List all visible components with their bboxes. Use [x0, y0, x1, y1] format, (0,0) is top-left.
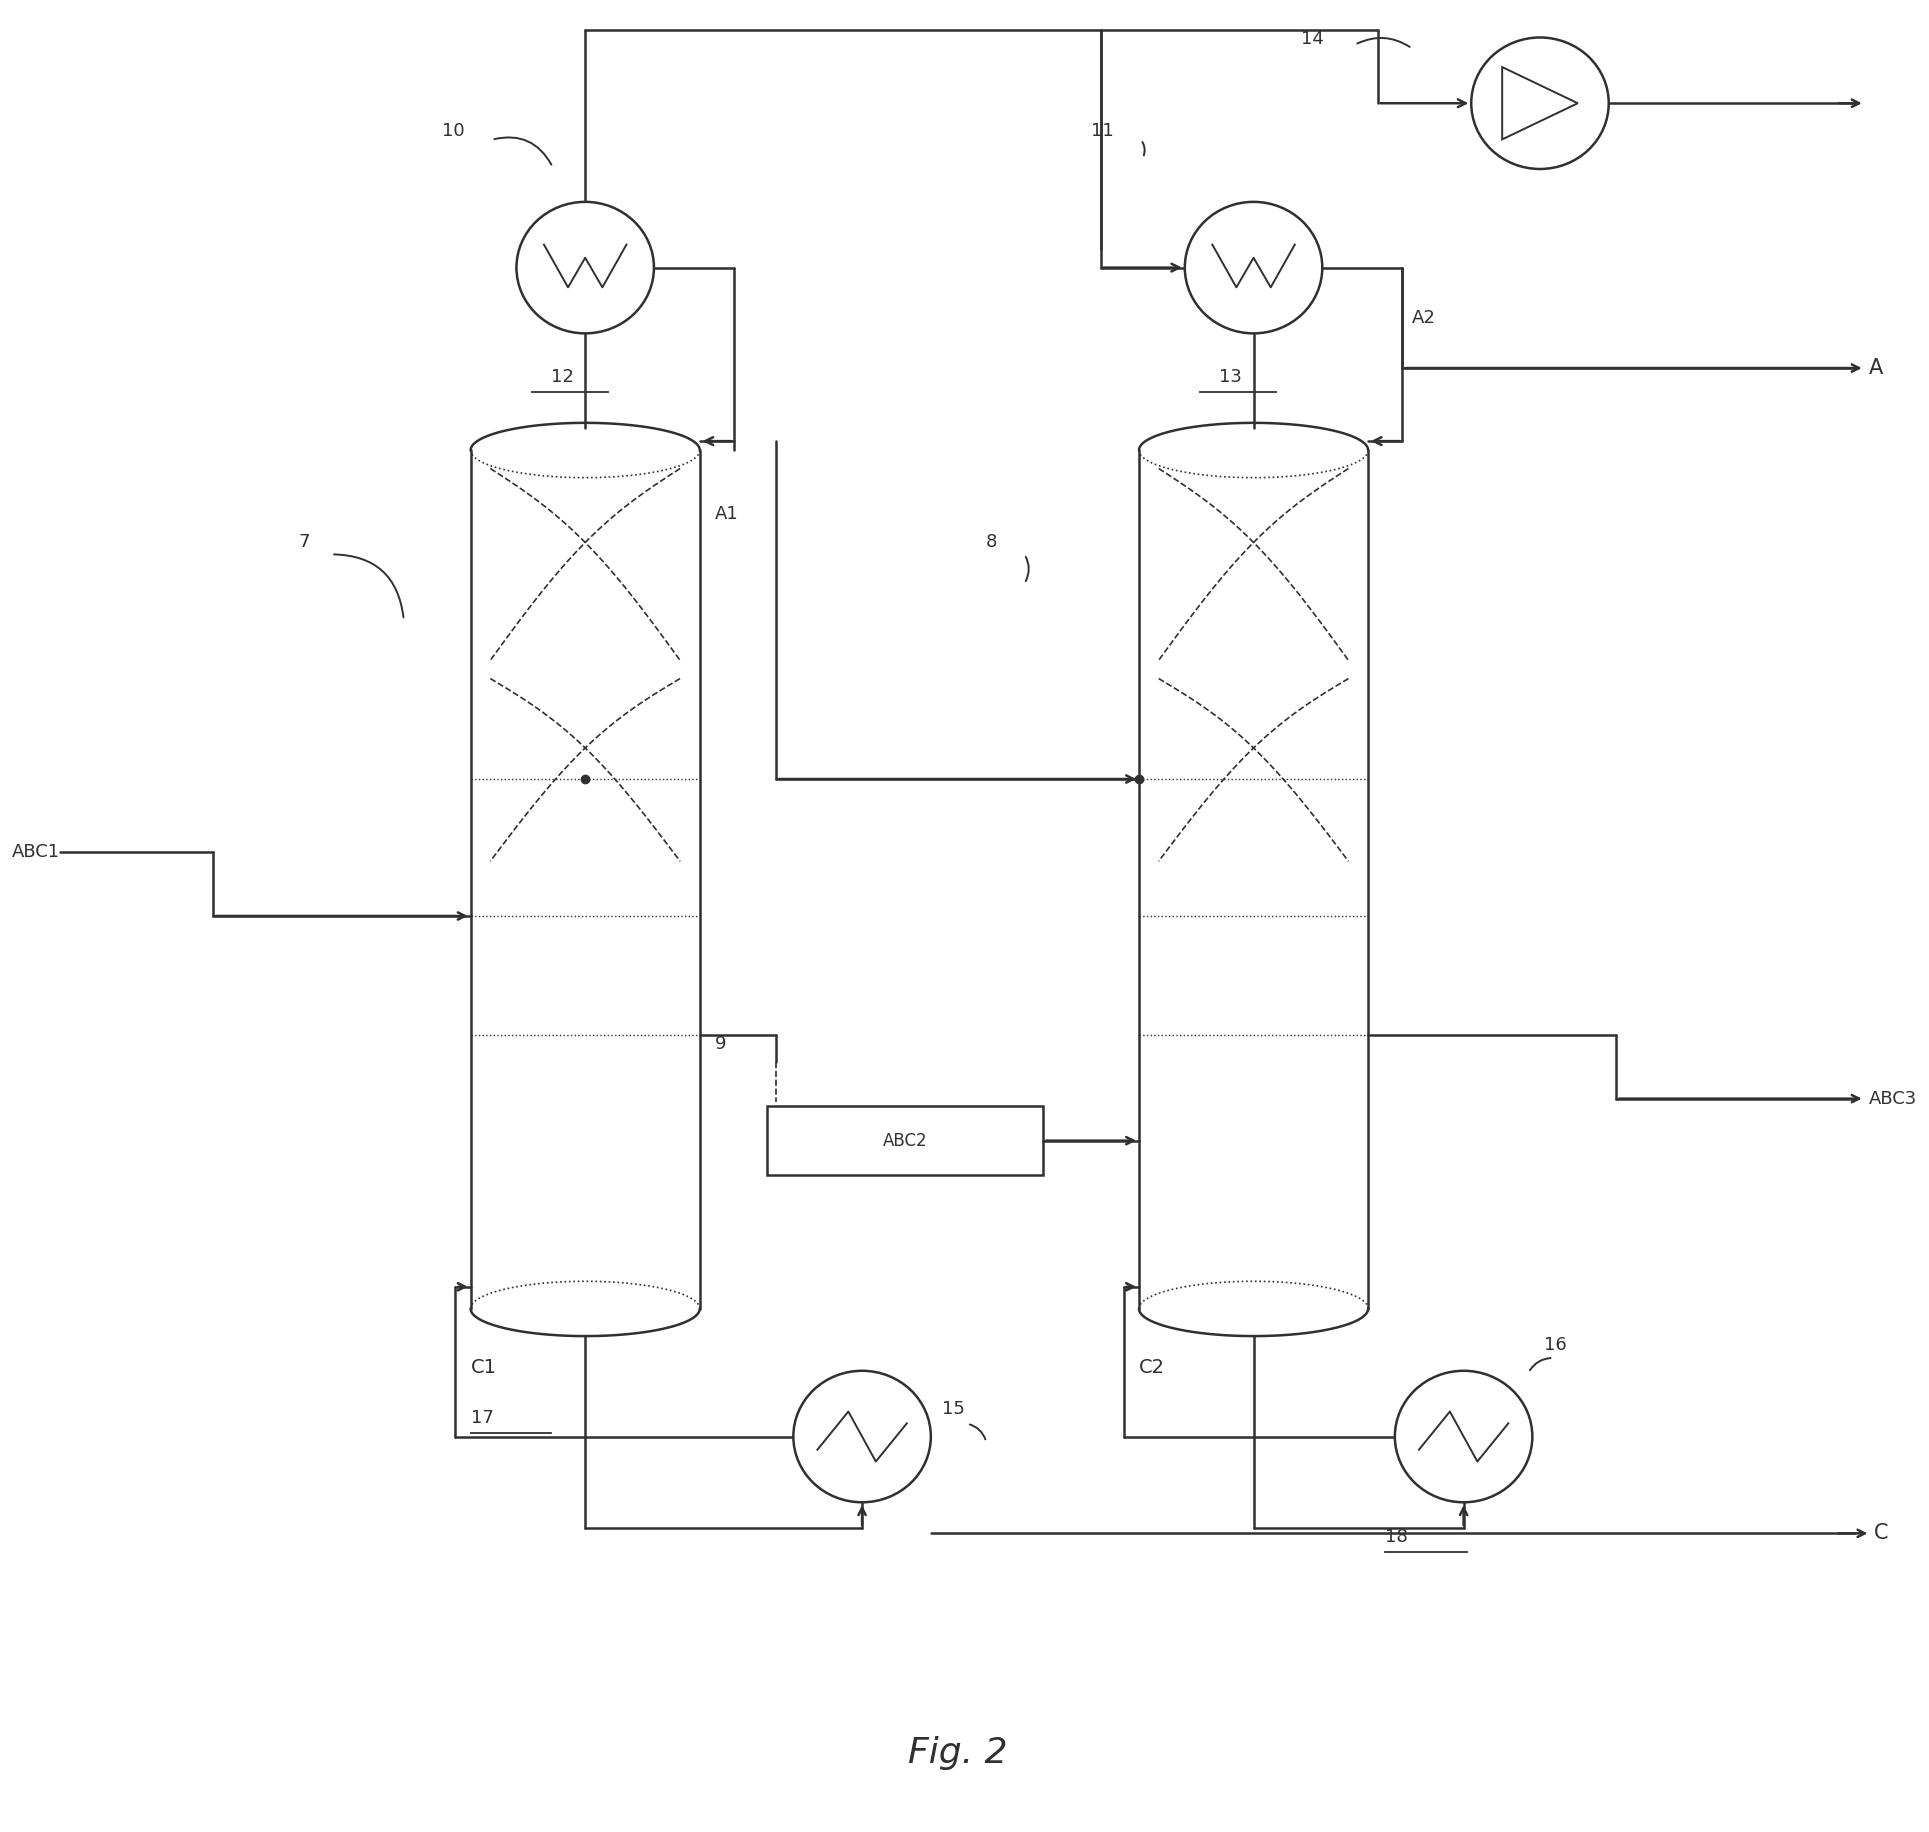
Text: 17: 17 [471, 1409, 494, 1427]
Text: A: A [1869, 357, 1883, 377]
Text: ABC3: ABC3 [1869, 1090, 1917, 1108]
Text: C1: C1 [471, 1358, 496, 1376]
Text: 16: 16 [1543, 1336, 1566, 1354]
Circle shape [1184, 202, 1321, 333]
Text: A2: A2 [1412, 310, 1435, 326]
Text: Fig. 2: Fig. 2 [909, 1735, 1007, 1770]
Circle shape [517, 202, 654, 333]
Circle shape [1472, 37, 1609, 169]
Text: 14: 14 [1302, 31, 1323, 48]
Text: 15: 15 [941, 1400, 964, 1418]
Text: 9: 9 [716, 1035, 727, 1053]
Text: 18: 18 [1385, 1528, 1408, 1546]
Text: A1: A1 [716, 506, 739, 524]
Text: C: C [1875, 1524, 1888, 1543]
Bar [766, 1107, 1044, 1176]
Text: ABC1: ABC1 [12, 843, 60, 861]
Text: 13: 13 [1219, 368, 1242, 387]
Text: 11: 11 [1092, 121, 1113, 139]
Text: 8: 8 [986, 533, 997, 551]
Circle shape [1395, 1370, 1532, 1502]
Text: 10: 10 [442, 121, 465, 139]
Text: C2: C2 [1138, 1358, 1165, 1376]
Circle shape [793, 1370, 932, 1502]
Text: 7: 7 [299, 533, 311, 551]
Text: 12: 12 [552, 368, 573, 387]
Text: ABC2: ABC2 [883, 1132, 928, 1150]
